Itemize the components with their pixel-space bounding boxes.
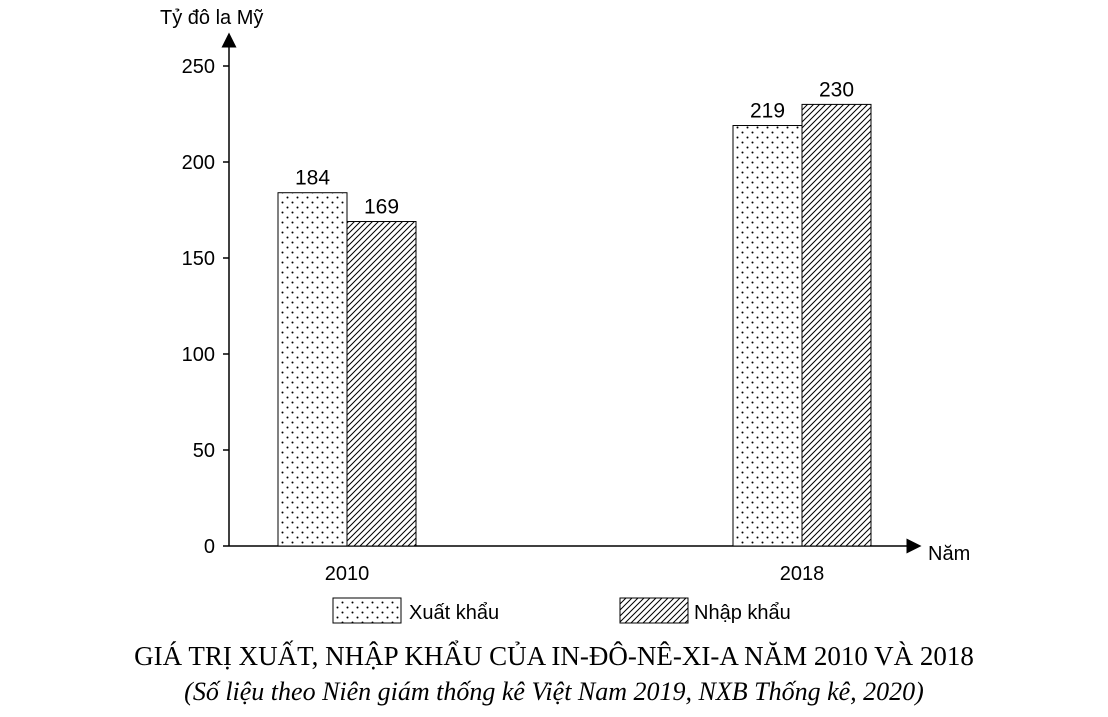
y-tick-label: 200: [182, 152, 215, 174]
y-tick-label: 150: [182, 248, 215, 270]
data-label-export-2010: 184: [295, 167, 330, 190]
bar-export-2018: [732, 125, 803, 547]
y-tick-label: 100: [182, 344, 215, 366]
chart-title: GIÁ TRỊ XUẤT, NHẬP KHẨU CỦA IN-ĐÔ-NÊ-XI-…: [134, 641, 974, 671]
y-tick-label: 250: [182, 56, 215, 78]
chart-source-note: (Số liệu theo Niên giám thống kê Việt Na…: [184, 677, 924, 706]
bar-import-2018: [801, 103, 872, 547]
y-tick-label: 0: [204, 536, 215, 558]
legend-label-import: Nhập khẩu: [694, 602, 791, 624]
data-label-import-2018: 230: [819, 78, 854, 101]
bar-import-2010: [346, 221, 417, 547]
legend-label-export: Xuất khẩu: [409, 602, 499, 624]
x-tick-label: 2018: [780, 563, 825, 585]
data-label-import-2010: 169: [364, 196, 399, 219]
legend-swatch-export: [332, 597, 402, 624]
legend-swatch-import: [619, 597, 689, 624]
bar-export-2010: [277, 192, 348, 547]
y-tick-label: 50: [193, 440, 215, 462]
x-axis-label: Năm: [928, 543, 970, 565]
y-axis-label: Tỷ đô la Mỹ: [160, 7, 263, 29]
bar-chart: Tỷ đô la Mỹ Năm 0 50 100 150 200 250 184 169 21…: [160, 7, 970, 624]
x-tick-label: 2010: [325, 563, 370, 585]
data-label-export-2018: 219: [750, 100, 785, 123]
